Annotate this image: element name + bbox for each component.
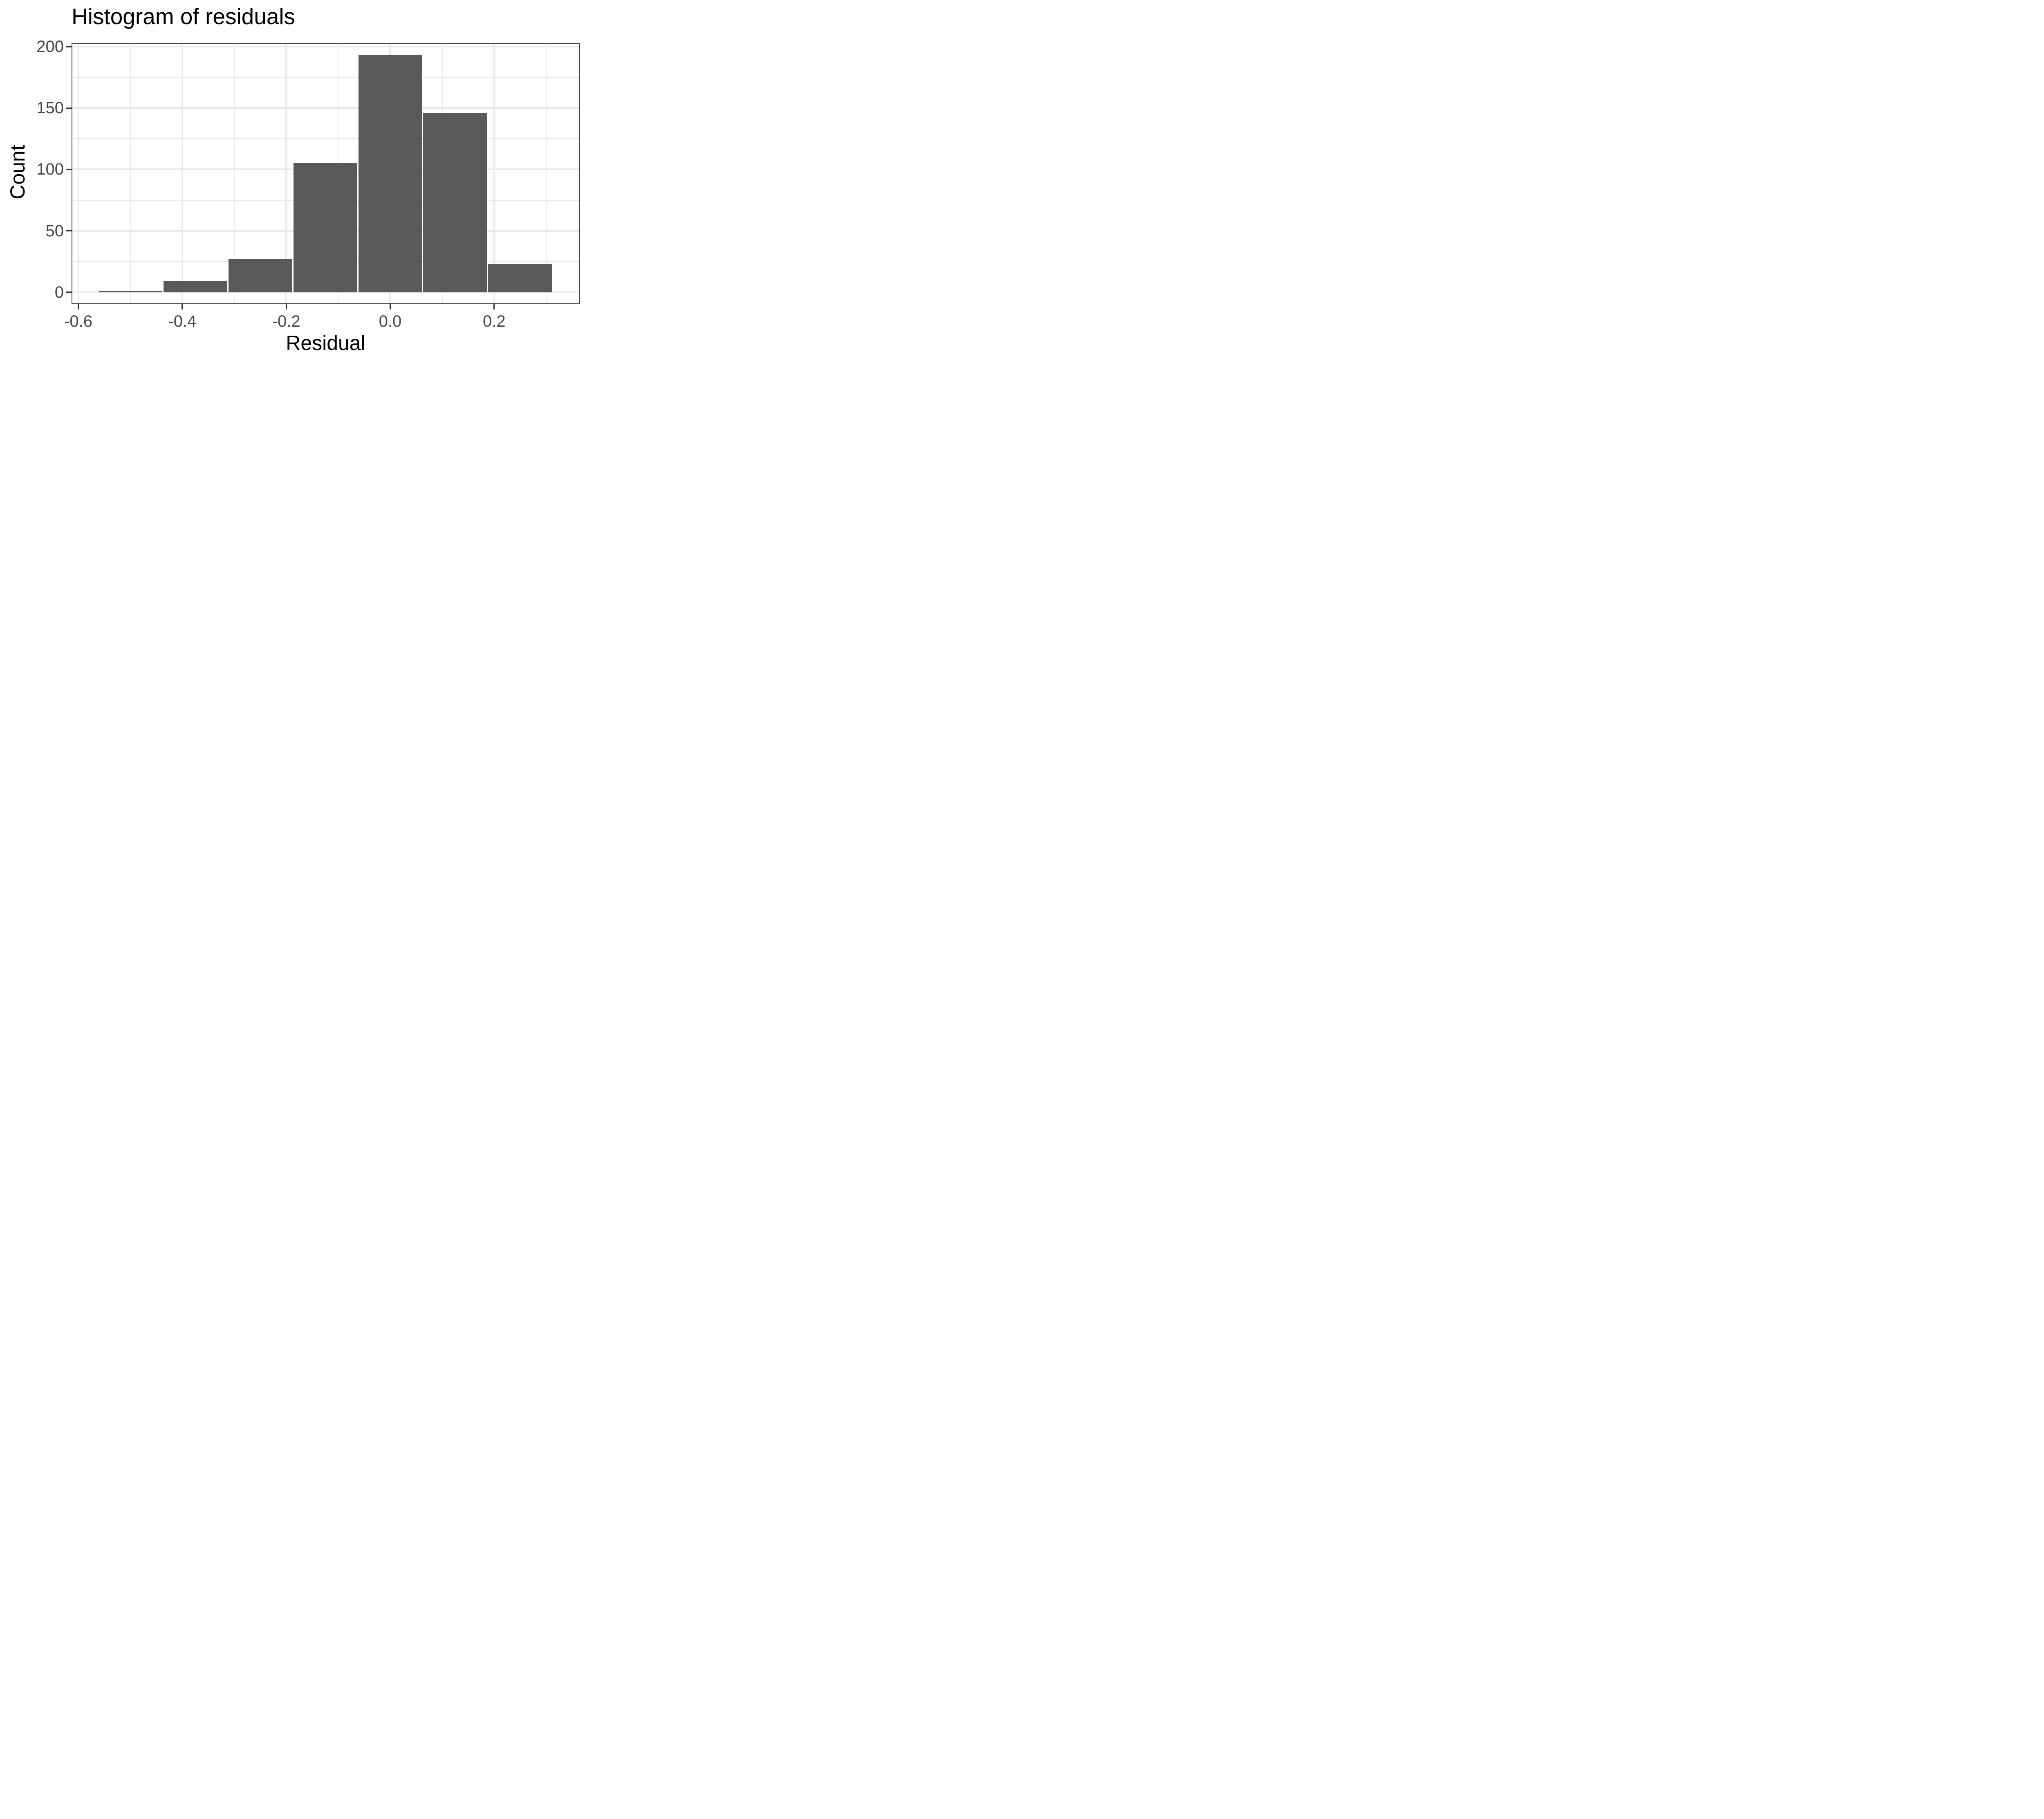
gridline-major-vertical	[493, 44, 495, 303]
y-axis-tick	[66, 46, 72, 47]
gridline-major-vertical	[77, 44, 79, 303]
y-axis-tick	[66, 107, 72, 109]
x-axis-tick	[389, 304, 391, 310]
gridline-minor-horizontal	[72, 138, 579, 139]
gridline-minor-vertical	[130, 44, 131, 303]
y-axis-title: Count	[6, 145, 29, 200]
gridline-major-horizontal	[72, 291, 579, 293]
x-tick-label: -0.4	[168, 312, 197, 330]
y-tick-label: 0	[54, 283, 64, 301]
x-axis-tick	[182, 304, 183, 310]
histogram-bar	[98, 291, 162, 292]
x-tick-label: 0.0	[379, 312, 402, 330]
x-axis-tick	[493, 304, 495, 310]
gridline-major-horizontal	[72, 107, 579, 109]
histogram-bar	[163, 281, 227, 292]
plot-panel	[72, 43, 580, 304]
y-tick-label: 100	[36, 160, 64, 179]
x-axis-title: Residual	[286, 332, 365, 354]
y-tick-label: 200	[36, 38, 64, 56]
y-axis-tick	[66, 292, 72, 293]
x-axis-tick	[285, 304, 287, 310]
y-axis-tick	[66, 168, 72, 170]
histogram-bar	[423, 113, 487, 292]
histogram-bar	[293, 163, 357, 292]
gridline-minor-vertical	[545, 44, 547, 303]
x-axis-tick	[78, 304, 79, 310]
gridline-major-vertical	[181, 44, 183, 303]
x-tick-label: 0.2	[483, 312, 506, 330]
gridline-major-horizontal	[72, 46, 579, 48]
gridline-minor-vertical	[234, 44, 235, 303]
histogram-figure: Histogram of residuals 0 50 100 150 200 -0.6 -…	[0, 0, 589, 364]
x-tick-label: -0.2	[272, 312, 300, 330]
gridline-major-vertical	[285, 44, 287, 303]
y-tick-label: 50	[45, 222, 64, 240]
gridline-minor-horizontal	[72, 77, 579, 78]
y-axis-tick	[66, 230, 72, 232]
chart-title: Histogram of residuals	[72, 4, 296, 29]
histogram-bar	[358, 55, 422, 292]
y-tick-label: 150	[36, 99, 64, 117]
histogram-bar	[228, 259, 292, 292]
histogram-bar	[488, 264, 552, 292]
x-tick-label: -0.6	[64, 312, 92, 330]
